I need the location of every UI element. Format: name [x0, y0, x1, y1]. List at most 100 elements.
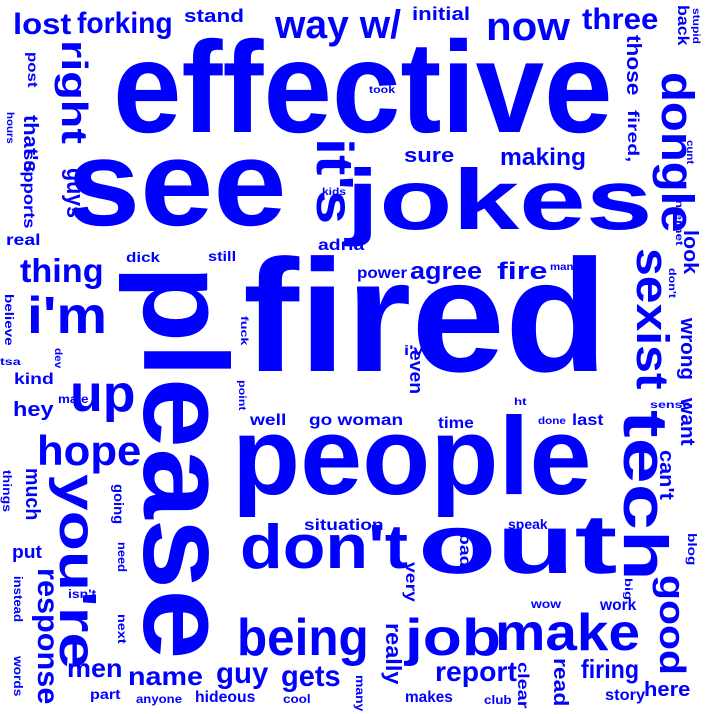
word-part: part	[90, 686, 121, 702]
word-out: out	[418, 497, 618, 591]
word-kids: kids	[322, 187, 347, 198]
word-point: point	[236, 380, 247, 411]
word-things: things	[0, 470, 14, 512]
word-right: right	[54, 40, 95, 144]
word-hours: hours	[4, 112, 15, 144]
word-post: post	[25, 52, 41, 88]
word-forking: forking	[77, 7, 173, 40]
word-ht: ht	[514, 397, 527, 408]
word-good: good	[652, 575, 693, 675]
word-fired-comma: fired,	[624, 110, 641, 163]
word-making: making	[500, 144, 587, 171]
word-last: last	[572, 412, 604, 429]
word-initial: initial	[412, 4, 471, 24]
word-please: please	[118, 265, 252, 660]
word-hideous: hideous	[195, 689, 256, 706]
word-supports: supports	[20, 150, 37, 229]
word-time: time	[438, 415, 474, 432]
word-hope: hope	[37, 427, 142, 474]
word-instead: instead	[11, 576, 25, 623]
word-report: report	[435, 656, 517, 687]
word-wrong: wrong	[676, 318, 698, 380]
word-guys: guys	[61, 168, 88, 219]
word-adria: adria	[318, 237, 365, 254]
word-many: many	[353, 675, 367, 712]
word-dev: dev	[52, 348, 63, 369]
word-believe: believe	[2, 294, 16, 346]
word-still: still	[208, 248, 237, 264]
word-thing: thing	[20, 252, 104, 289]
word-fuck: fuck	[238, 316, 249, 346]
word-sense: sense	[650, 400, 691, 411]
word-gets: gets	[281, 660, 341, 693]
word-guy: guy	[216, 657, 269, 690]
word-put: put	[12, 542, 42, 562]
word-people: people	[232, 395, 592, 518]
word-firing: firing	[581, 654, 639, 684]
word-internet: internet	[673, 196, 684, 246]
word-power: power	[357, 265, 408, 282]
word-kind: kind	[14, 371, 54, 388]
word-hey: hey	[13, 399, 54, 421]
word-way-w: way w/	[275, 3, 401, 47]
word-work: work	[600, 597, 637, 614]
word-here: here	[644, 679, 691, 701]
word-fired: fired	[243, 226, 608, 405]
word-stand: stand	[184, 6, 245, 26]
word-next: next	[115, 614, 129, 644]
word-dont: don't	[240, 513, 409, 582]
word-being: being	[237, 609, 369, 667]
word-speak: speak	[508, 516, 548, 532]
word-man: man	[550, 262, 574, 273]
word-response: response	[31, 568, 64, 705]
word-real: real	[6, 232, 41, 249]
word-agree: agree	[410, 258, 483, 285]
word-done: done	[538, 416, 566, 427]
word-now: now	[486, 5, 570, 49]
word-wow: wow	[531, 597, 561, 611]
word-jokes: jokes	[346, 153, 653, 248]
word-very: very	[402, 562, 419, 602]
word-going: going	[111, 484, 127, 525]
word-job: job	[405, 609, 501, 667]
word-name: name	[128, 661, 203, 691]
word-big: big	[622, 578, 633, 600]
word-up: up	[70, 365, 136, 423]
word-tsa: tsa	[0, 357, 21, 368]
word-three: three	[582, 3, 659, 36]
word-situation: situation	[304, 517, 384, 534]
word-men: men	[67, 653, 123, 683]
word-make: make	[495, 604, 640, 662]
word-those: those	[622, 35, 644, 96]
word-back: back	[674, 5, 691, 46]
word-bad: bad	[456, 533, 473, 568]
word-really: really	[381, 623, 406, 685]
word-male: male	[58, 392, 89, 406]
word-effective: effective	[113, 14, 613, 160]
word-its: it's	[305, 138, 363, 225]
word-im: i'm	[27, 287, 108, 345]
word-well: well	[250, 412, 287, 429]
word-stupid: stupid	[690, 8, 701, 44]
word-took: took	[369, 85, 396, 96]
word-blog: blog	[685, 533, 699, 566]
word-need: need	[115, 542, 129, 573]
word-isnt: isn't	[68, 587, 97, 601]
word-ive: i've	[404, 342, 434, 358]
word-clear: clear	[514, 662, 531, 709]
word-cool: cool	[283, 692, 311, 706]
word-makes: makes	[405, 689, 453, 706]
word-sure: sure	[404, 145, 455, 167]
word-read: read	[549, 658, 571, 707]
word-club: club	[484, 693, 512, 707]
word-go-woman: go woman	[309, 412, 404, 429]
word-dick: dick	[126, 249, 161, 265]
word-lost: lost	[13, 8, 72, 41]
word-much: much	[21, 468, 43, 521]
word-dont-small: don't	[666, 268, 677, 299]
word-see: see	[67, 115, 287, 251]
word-cunt: cunt	[684, 140, 695, 165]
word-anyone: anyone	[136, 692, 183, 706]
word-story: story	[605, 687, 646, 704]
